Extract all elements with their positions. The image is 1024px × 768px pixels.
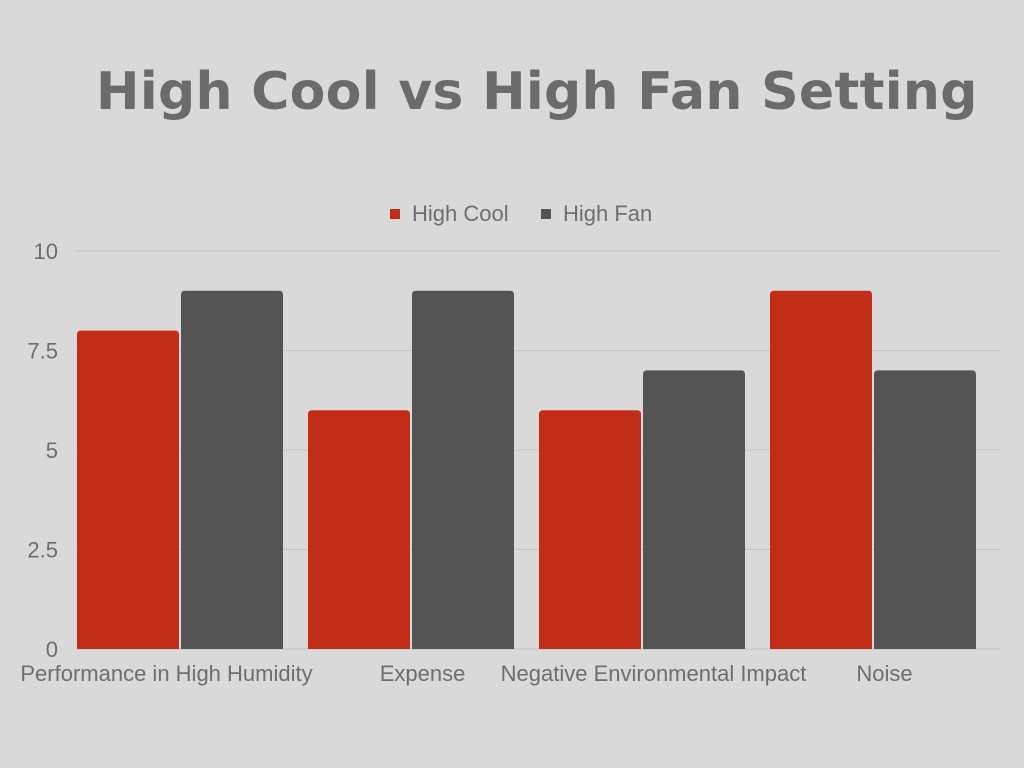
y-tick-label: 5 [46, 438, 58, 463]
bar-high-fan [874, 370, 976, 649]
x-category-label: Negative Environmental Impact [501, 661, 807, 686]
legend-label: High Fan [563, 201, 652, 226]
y-tick-label: 0 [46, 637, 58, 662]
y-tick-label: 2.5 [27, 538, 58, 563]
chart-title: High Cool vs High Fan Setting [96, 62, 978, 122]
x-category-label: Noise [856, 661, 912, 686]
y-tick-label: 10 [34, 239, 58, 264]
bar-high-cool [539, 410, 641, 649]
legend-swatch [390, 209, 400, 219]
y-tick-label: 7.5 [27, 339, 58, 364]
x-category-label: Performance in High Humidity [20, 661, 312, 686]
bar-high-cool [770, 290, 872, 649]
bar-high-cool [308, 410, 410, 649]
bar-high-fan [643, 370, 745, 649]
legend-label: High Cool [412, 201, 509, 226]
x-category-label: Expense [380, 661, 466, 686]
legend-swatch [541, 209, 551, 219]
bar-high-fan [181, 290, 283, 649]
bar-high-fan [412, 290, 514, 649]
bar-high-cool [77, 330, 179, 649]
